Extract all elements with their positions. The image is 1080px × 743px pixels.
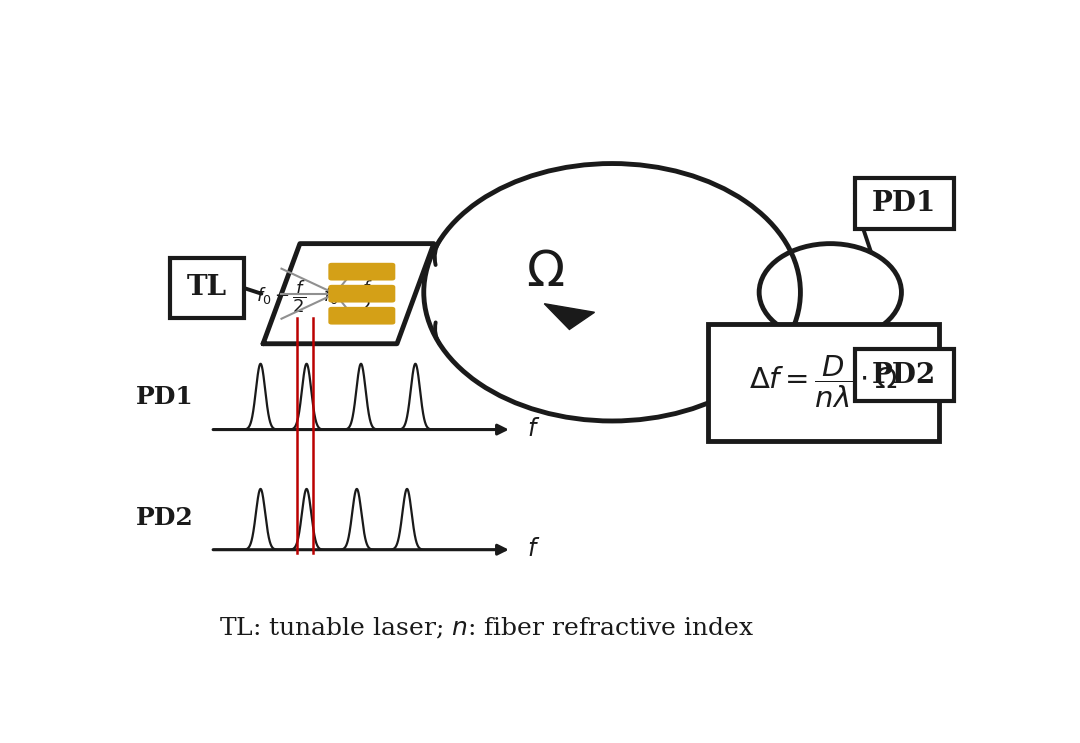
Text: PD2: PD2 <box>872 362 936 389</box>
Text: $f$: $f$ <box>527 418 540 441</box>
FancyBboxPatch shape <box>328 263 395 281</box>
Bar <box>855 178 954 230</box>
Text: $f_0-\dfrac{f}{2}$: $f_0-\dfrac{f}{2}$ <box>256 278 307 314</box>
FancyBboxPatch shape <box>328 307 395 325</box>
Text: TL: tunable laser; $n$: fiber refractive index: TL: tunable laser; $n$: fiber refractive… <box>219 616 754 641</box>
Bar <box>855 349 954 401</box>
Text: PD1: PD1 <box>135 386 193 409</box>
Bar <box>171 258 244 318</box>
Text: PD1: PD1 <box>872 190 936 217</box>
Text: $\Delta f=\dfrac{D}{n\lambda}\cdot\Omega$: $\Delta f=\dfrac{D}{n\lambda}\cdot\Omega… <box>748 354 897 410</box>
Text: $f$: $f$ <box>527 538 540 561</box>
Text: $\Omega$: $\Omega$ <box>526 247 564 297</box>
FancyBboxPatch shape <box>328 285 395 302</box>
Polygon shape <box>544 304 594 329</box>
Text: TL: TL <box>187 274 227 302</box>
Text: $f_0+\dfrac{f}{2}$: $f_0+\dfrac{f}{2}$ <box>323 278 374 314</box>
Text: PD2: PD2 <box>135 505 193 530</box>
Bar <box>708 324 939 441</box>
